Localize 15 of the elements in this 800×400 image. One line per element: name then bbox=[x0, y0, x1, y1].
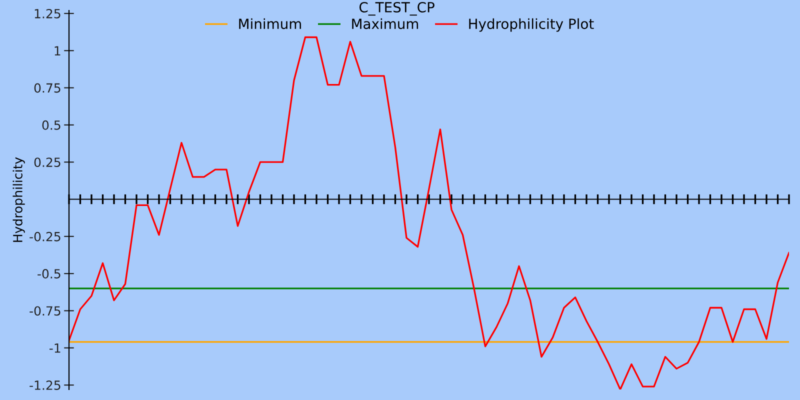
y-tick-label: 0.5 bbox=[42, 120, 60, 130]
legend-label: Hydrophilicity Plot bbox=[469, 18, 594, 32]
y-tick-label: -1 bbox=[50, 344, 60, 353]
y-tick-label: -0.5 bbox=[38, 269, 60, 278]
y-tick-label: -1.25 bbox=[30, 380, 60, 390]
chart-title: C_TEST_CP bbox=[359, 2, 434, 16]
y-tick-label: 1 bbox=[54, 46, 60, 56]
y-axis-title: Hydrophilicity bbox=[12, 157, 25, 242]
legend-label: Maximum bbox=[352, 18, 418, 30]
y-tick-label: 1.25 bbox=[34, 8, 60, 18]
legend-label: Minimum bbox=[239, 18, 301, 30]
y-tick-label: 0.75 bbox=[34, 83, 60, 93]
y-tick-label: -0.75 bbox=[30, 306, 60, 316]
y-tick-label: -0.25 bbox=[30, 232, 60, 242]
y-tick-label: 0.25 bbox=[34, 158, 60, 168]
